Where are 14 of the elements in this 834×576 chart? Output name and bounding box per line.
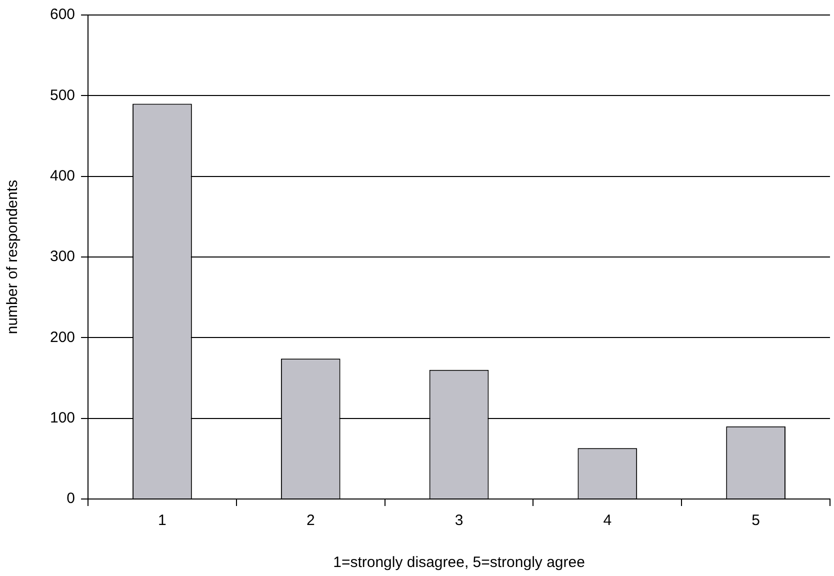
y-tick-label: 200 xyxy=(50,328,76,346)
x-tick-label: 3 xyxy=(454,512,464,530)
y-tick-label: 500 xyxy=(50,86,76,104)
x-tick-label: 1 xyxy=(158,512,166,530)
x-tick-label: 5 xyxy=(752,512,760,530)
y-tick-label: 300 xyxy=(50,248,76,266)
y-tick-label: 600 xyxy=(50,6,76,24)
y-tick-label: 400 xyxy=(50,167,76,184)
x-tick-label: 4 xyxy=(603,512,612,530)
y-tick-label: 100 xyxy=(50,409,76,426)
x-axis-title: 1=strongly disagree, 5=strongly agree xyxy=(333,554,585,572)
y-axis-title: number of respondents xyxy=(4,180,22,334)
y-tick-label: 0 xyxy=(66,490,76,508)
x-tick-label: 2 xyxy=(306,512,315,530)
